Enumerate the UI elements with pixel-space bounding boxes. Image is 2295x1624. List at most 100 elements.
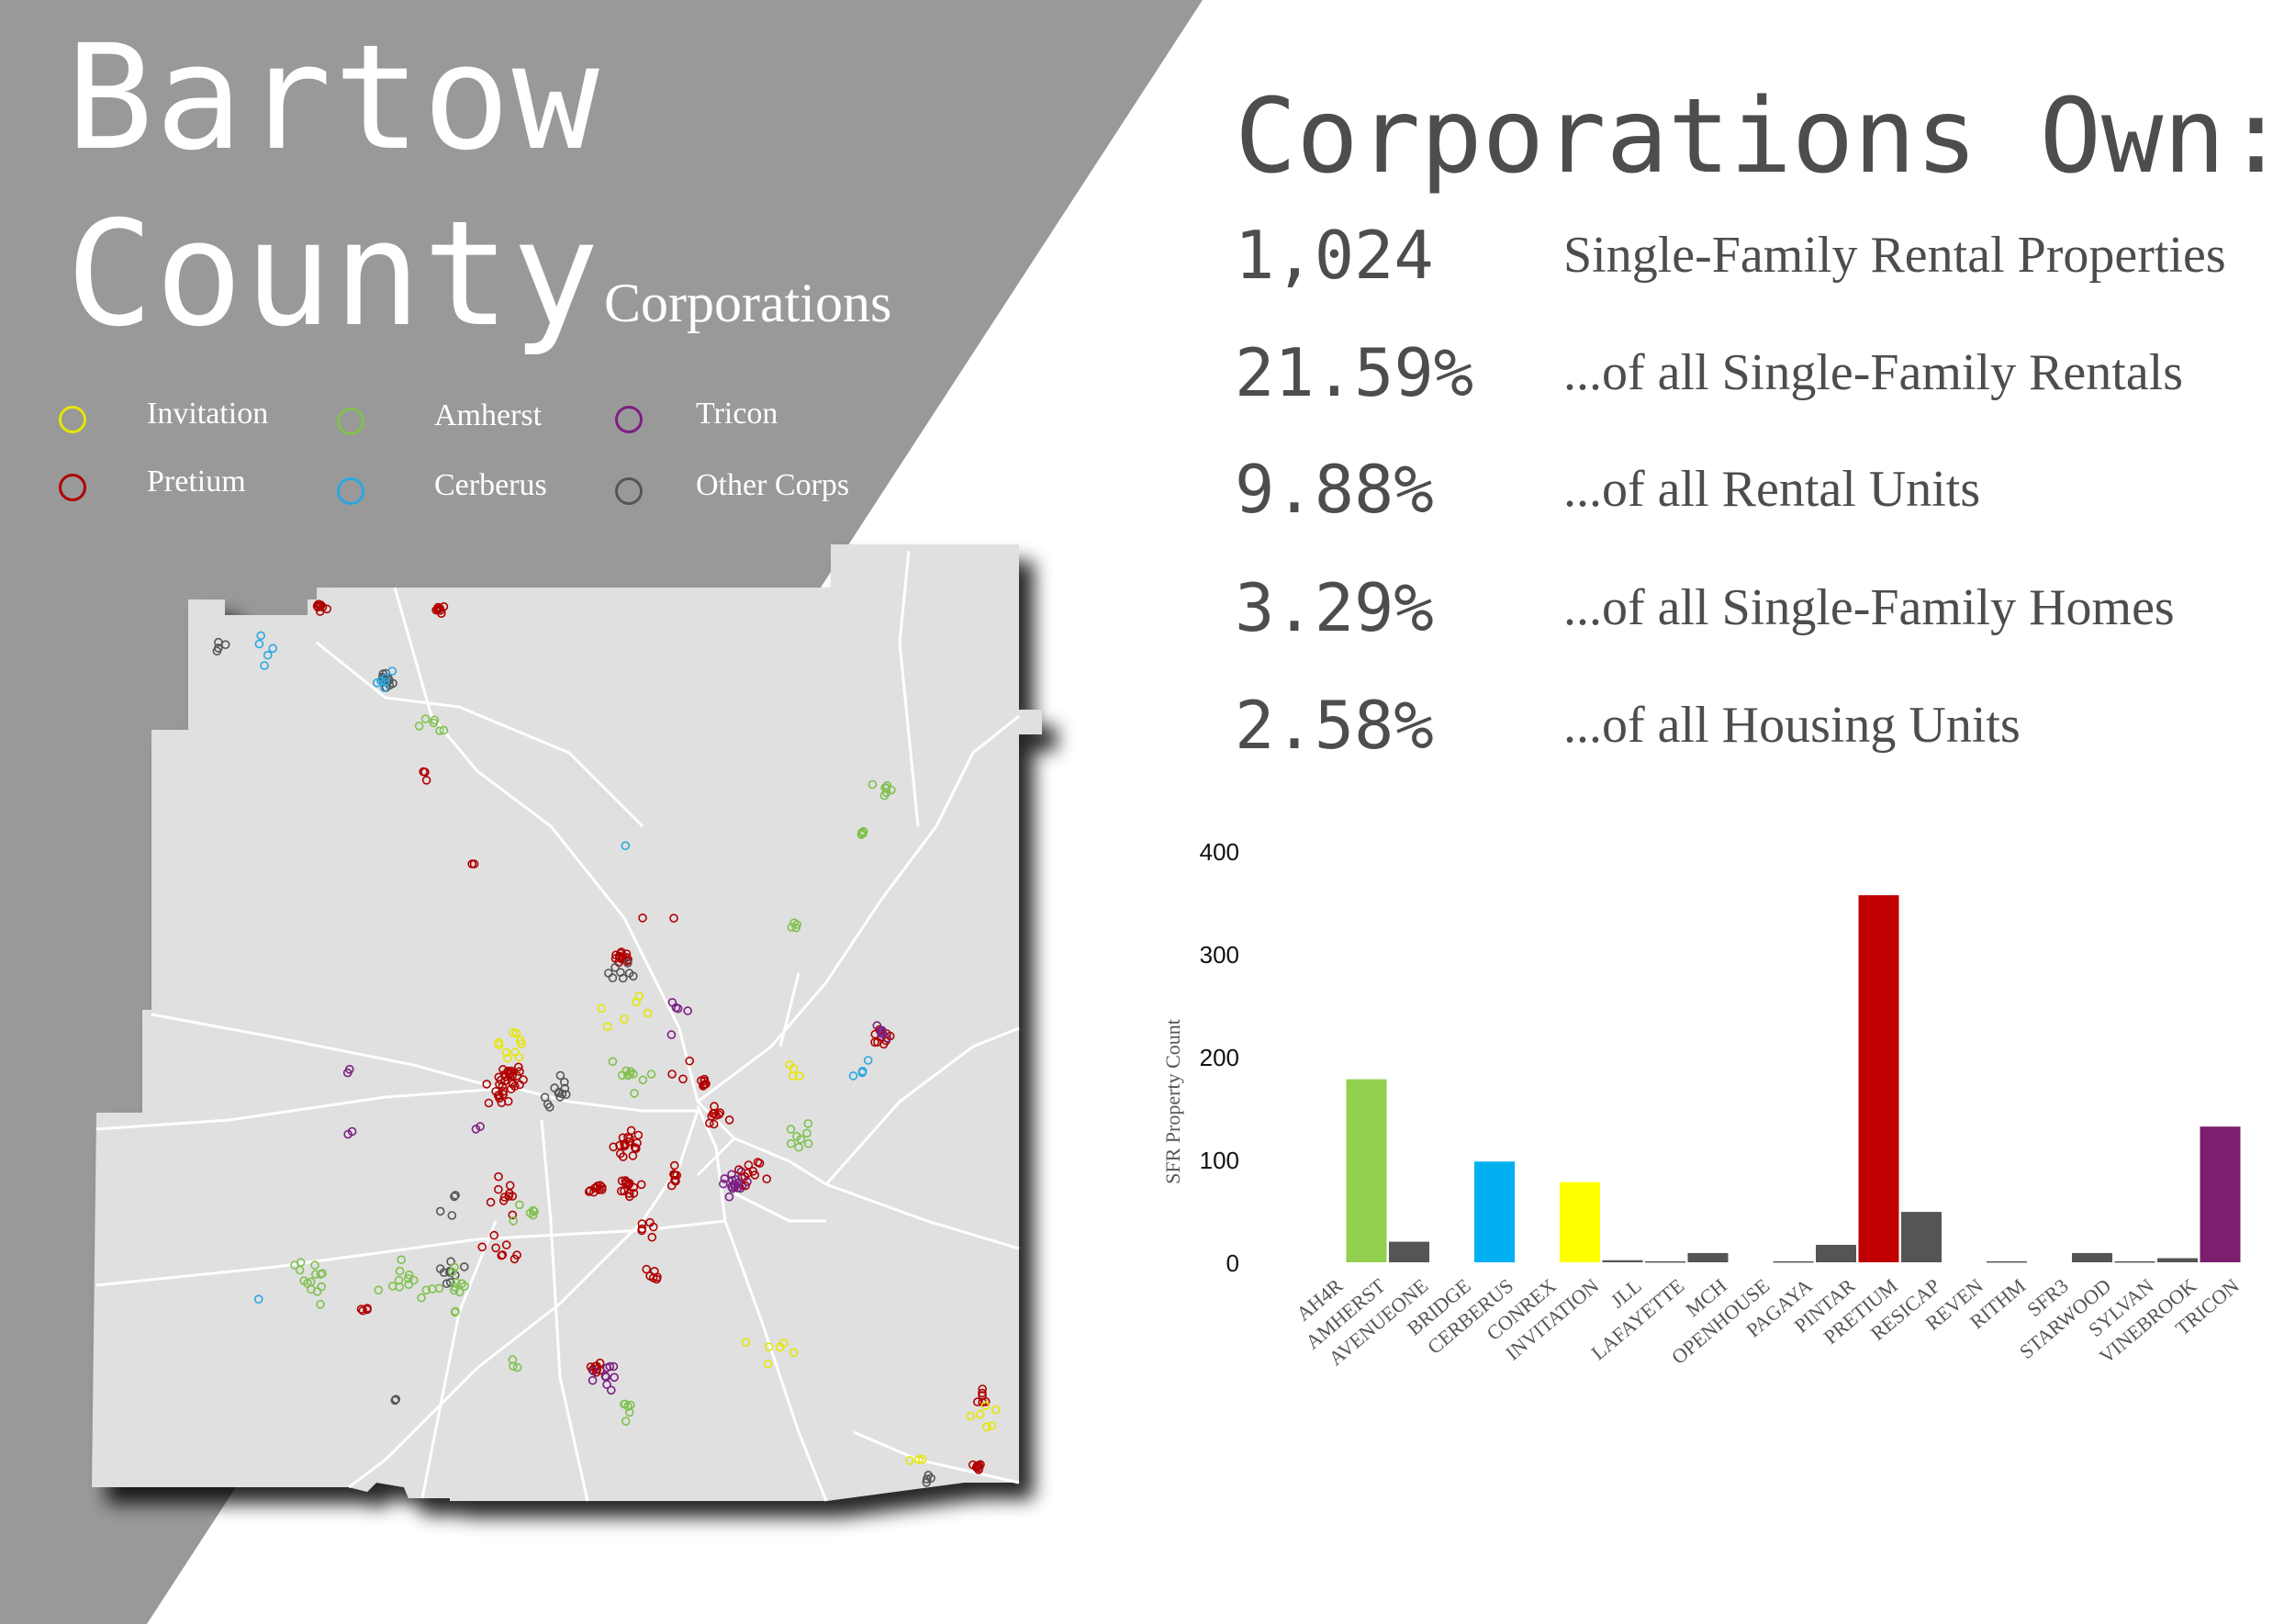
- property-marker: [646, 1070, 656, 1079]
- property-marker: [791, 923, 800, 933]
- property-marker: [508, 1355, 518, 1364]
- property-marker: [616, 1186, 626, 1196]
- property-marker: [212, 646, 222, 656]
- property-marker: [914, 1455, 924, 1464]
- stat-description: ...of all Single-Family Rentals: [1563, 344, 2184, 401]
- property-marker: [608, 1057, 618, 1067]
- property-marker: [503, 1096, 513, 1106]
- property-marker: [450, 1192, 459, 1202]
- property-marker: [609, 1142, 619, 1152]
- property-marker: [447, 1267, 457, 1277]
- property-marker: [727, 1170, 736, 1180]
- property-marker: [637, 1226, 646, 1236]
- property-marker: [381, 673, 390, 683]
- property-marker: [976, 1409, 985, 1419]
- property-marker: [755, 1159, 765, 1168]
- property-marker: [498, 1250, 508, 1260]
- property-marker: [628, 971, 638, 981]
- bar-pintar: [1816, 1244, 1856, 1262]
- stat-value: 3.29%: [1235, 569, 1434, 646]
- property-marker: [495, 1093, 504, 1103]
- property-marker: [508, 1078, 517, 1087]
- property-marker: [669, 1160, 679, 1170]
- property-marker: [390, 1395, 400, 1406]
- property-marker: [616, 968, 625, 977]
- property-marker: [501, 1240, 511, 1249]
- property-marker: [588, 1187, 599, 1197]
- property-marker: [482, 1080, 492, 1089]
- property-marker: [982, 1422, 991, 1432]
- property-marker: [621, 841, 631, 851]
- property-marker: [887, 785, 896, 795]
- title-line-1: Bartow: [66, 14, 601, 183]
- property-marker: [414, 721, 424, 731]
- property-marker: [629, 1070, 638, 1079]
- property-marker: [615, 1140, 624, 1150]
- property-marker: [786, 1125, 796, 1134]
- property-marker: [432, 604, 442, 614]
- bar-rithm: [1987, 1260, 2027, 1263]
- property-marker: [666, 1030, 677, 1039]
- property-marker: [917, 1454, 927, 1464]
- property-marker: [403, 1273, 413, 1283]
- property-marker: [450, 1307, 460, 1317]
- property-marker: [602, 1022, 612, 1032]
- property-marker: [624, 1180, 633, 1189]
- property-marker: [509, 1216, 519, 1226]
- property-marker: [786, 1138, 796, 1148]
- property-marker: [922, 1474, 932, 1484]
- property-marker: [525, 1208, 535, 1218]
- property-marker: [625, 1400, 635, 1410]
- property-marker: [632, 997, 641, 1007]
- property-marker: [669, 913, 678, 924]
- property-marker: [449, 1285, 459, 1295]
- property-marker: [447, 1211, 457, 1220]
- property-marker: [363, 1305, 372, 1315]
- property-marker: [316, 1300, 325, 1309]
- bar-amherst: [1346, 1079, 1387, 1262]
- property-marker: [476, 1122, 485, 1131]
- property-marker: [638, 913, 647, 923]
- legend-label: Invitation: [147, 397, 269, 431]
- property-marker: [515, 1200, 524, 1210]
- property-marker: [505, 1189, 514, 1198]
- property-marker: [419, 767, 429, 777]
- property-marker: [509, 1361, 518, 1371]
- legend-swatch-invitation: [59, 406, 86, 433]
- property-marker: [764, 1342, 774, 1351]
- property-marker: [494, 1090, 504, 1100]
- property-marker: [517, 1039, 526, 1048]
- property-marker: [512, 1362, 522, 1372]
- legend-swatch-amherst: [337, 408, 364, 435]
- property-marker: [868, 779, 878, 790]
- property-marker: [435, 1206, 445, 1216]
- bar-pretium: [1858, 895, 1899, 1262]
- bar-starwood: [2072, 1252, 2112, 1262]
- property-marker: [602, 1363, 612, 1372]
- property-marker: [501, 1047, 511, 1058]
- property-marker: [344, 1065, 354, 1074]
- property-marker: [429, 718, 439, 728]
- property-marker: [489, 1230, 499, 1240]
- property-marker: [621, 1417, 631, 1426]
- property-marker: [856, 830, 867, 839]
- property-marker: [621, 949, 632, 958]
- property-marker: [471, 1125, 481, 1134]
- property-marker: [494, 1184, 503, 1194]
- property-marker: [794, 1142, 803, 1152]
- property-marker: [356, 1305, 366, 1314]
- bar-avenueone: [1389, 1241, 1429, 1262]
- property-marker: [387, 666, 397, 676]
- y-axis-label: SFR Property Count: [1161, 1019, 1184, 1184]
- legend-swatch-pretium: [59, 474, 86, 501]
- property-marker: [669, 1170, 678, 1179]
- legend-label: Tricon: [696, 397, 778, 431]
- property-marker: [588, 1375, 598, 1385]
- property-marker: [683, 1006, 693, 1015]
- property-marker: [980, 1397, 991, 1406]
- stat-value: 21.59%: [1235, 334, 1474, 411]
- property-marker: [744, 1160, 754, 1170]
- property-marker: [872, 1021, 882, 1030]
- property-marker: [214, 637, 223, 647]
